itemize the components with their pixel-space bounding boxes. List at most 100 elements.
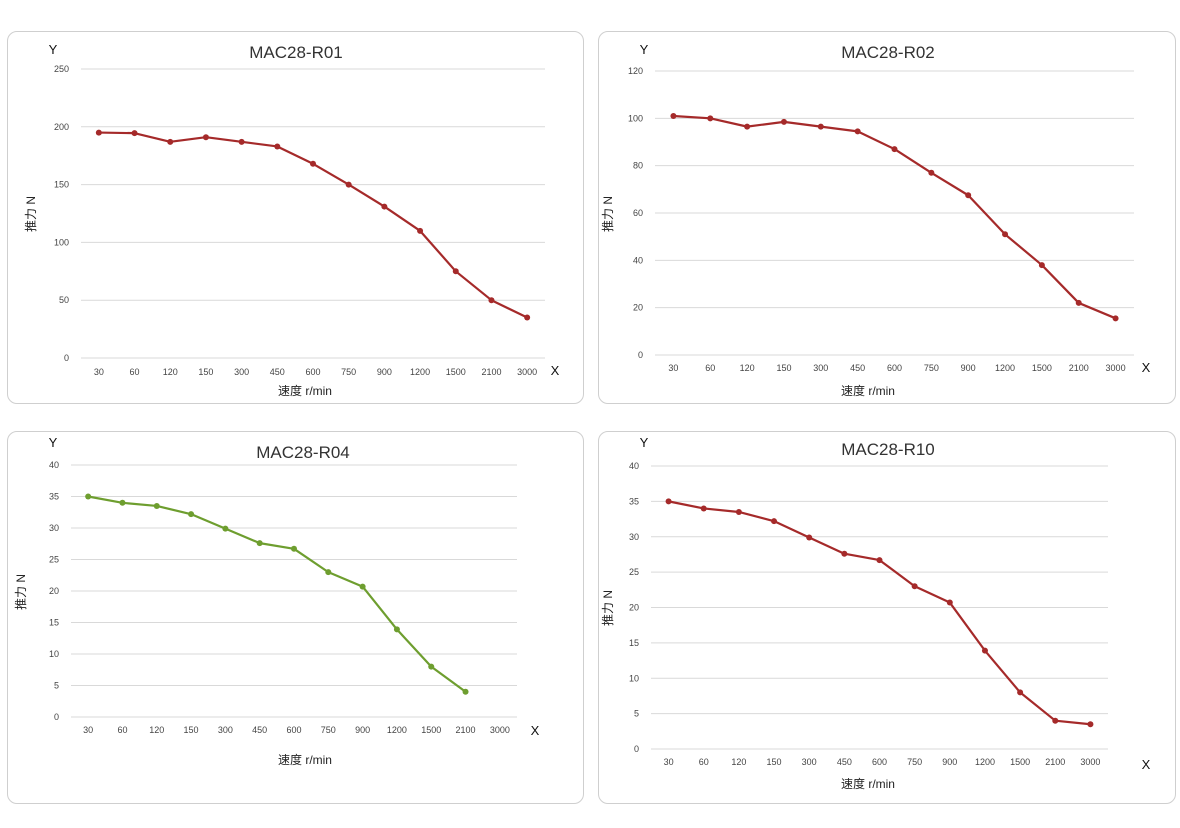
y-axis-letter: Y bbox=[640, 435, 649, 450]
x-tick-label: 300 bbox=[802, 757, 817, 767]
data-point bbox=[911, 583, 918, 590]
y-tick-label: 50 bbox=[59, 295, 69, 305]
data-point bbox=[1052, 717, 1059, 724]
x-tick-label: 900 bbox=[942, 757, 957, 767]
x-tick-label: 600 bbox=[286, 725, 301, 735]
x-tick-label: 120 bbox=[731, 757, 746, 767]
x-tick-label: 600 bbox=[305, 367, 320, 377]
y-tick-label: 200 bbox=[54, 122, 69, 132]
data-point bbox=[381, 203, 388, 210]
x-tick-label: 30 bbox=[668, 363, 678, 373]
chart-title: MAC28-R02 bbox=[841, 43, 935, 62]
y-tick-label: 40 bbox=[629, 461, 639, 471]
data-point bbox=[188, 511, 195, 518]
series-line bbox=[668, 500, 1091, 726]
y-tick-label: 35 bbox=[49, 492, 59, 502]
x-tick-label: 60 bbox=[705, 363, 715, 373]
chart-title: MAC28-R01 bbox=[249, 43, 343, 62]
y-tick-label: 20 bbox=[49, 586, 59, 596]
data-point bbox=[524, 314, 531, 321]
x-tick-label: 750 bbox=[341, 367, 356, 377]
y-tick-label: 80 bbox=[633, 161, 643, 171]
data-point bbox=[1002, 231, 1009, 238]
data-point bbox=[131, 130, 138, 137]
y-tick-label: 0 bbox=[64, 353, 69, 363]
y-tick-label: 10 bbox=[49, 649, 59, 659]
x-tick-label: 60 bbox=[699, 757, 709, 767]
data-point bbox=[780, 118, 787, 125]
x-tick-label: 2100 bbox=[456, 725, 476, 735]
x-tick-label: 30 bbox=[83, 725, 93, 735]
data-point bbox=[325, 569, 332, 576]
x-tick-label: 60 bbox=[117, 725, 127, 735]
x-tick-label: 450 bbox=[252, 725, 267, 735]
chart-panel-mac28-r10: 0 5 10 15 20 25 30 35 40 30 60 120 150 300 450 600 750 90… bbox=[598, 431, 1176, 804]
y-tick-label: 120 bbox=[628, 66, 643, 76]
data-point bbox=[359, 583, 366, 590]
x-tick-label: 120 bbox=[740, 363, 755, 373]
series-line bbox=[98, 131, 528, 319]
x-tick-label: 3000 bbox=[517, 367, 537, 377]
data-point bbox=[670, 112, 677, 119]
chart-svg: 0 50 100 150 200 250 30 60 120 150 300 450 600 750 900… bbox=[24, 42, 560, 398]
series-line bbox=[87, 495, 467, 693]
x-tick-label: 2100 bbox=[481, 367, 501, 377]
data-point bbox=[428, 663, 435, 670]
data-point bbox=[876, 557, 883, 564]
data-point bbox=[274, 143, 281, 150]
y-axis-letter: Y bbox=[640, 42, 649, 57]
y-axis-label: 推力 N bbox=[601, 196, 615, 232]
x-tick-label: 120 bbox=[163, 367, 178, 377]
x-axis-label: 速度 r/min bbox=[278, 383, 332, 398]
y-axis-label: 推力 N bbox=[601, 590, 615, 626]
x-tick-label: 3000 bbox=[490, 725, 510, 735]
x-tick-label: 1200 bbox=[975, 757, 995, 767]
chart-svg: 0 20 40 60 80 100 120 30 60 120 150 300 450 600 750 900… bbox=[601, 42, 1151, 398]
y-tick-label: 250 bbox=[54, 64, 69, 74]
y-tick-label: 15 bbox=[49, 618, 59, 628]
y-tick-label: 35 bbox=[629, 496, 639, 506]
data-point bbox=[771, 518, 778, 525]
x-tick-label: 750 bbox=[924, 363, 939, 373]
x-tick-label: 150 bbox=[198, 367, 213, 377]
data-point bbox=[1038, 262, 1045, 269]
data-point bbox=[153, 502, 160, 509]
data-point bbox=[167, 138, 174, 145]
x-tick-label: 1500 bbox=[421, 725, 441, 735]
x-tick-label: 450 bbox=[270, 367, 285, 377]
data-point bbox=[928, 169, 935, 176]
data-point bbox=[85, 493, 92, 500]
y-tick-label: 10 bbox=[629, 673, 639, 683]
x-tick-label: 3000 bbox=[1106, 363, 1126, 373]
x-tick-label: 1500 bbox=[1032, 363, 1052, 373]
data-point bbox=[256, 540, 263, 547]
x-axis-label: 速度 r/min bbox=[841, 383, 895, 398]
x-axis-letter: X bbox=[551, 363, 560, 378]
x-tick-label: 1500 bbox=[446, 367, 466, 377]
y-tick-label: 25 bbox=[629, 567, 639, 577]
x-axis-letter: X bbox=[1142, 360, 1151, 375]
data-point bbox=[222, 525, 229, 532]
x-tick-label: 450 bbox=[850, 363, 865, 373]
y-tick-label: 20 bbox=[633, 303, 643, 313]
data-point bbox=[806, 534, 813, 541]
data-point bbox=[700, 505, 707, 512]
data-point bbox=[665, 498, 672, 505]
x-tick-label: 120 bbox=[149, 725, 164, 735]
x-axis-letter: X bbox=[1142, 757, 1151, 772]
data-point bbox=[119, 499, 126, 506]
y-tick-label: 0 bbox=[634, 744, 639, 754]
data-point bbox=[1087, 721, 1094, 728]
data-point bbox=[310, 160, 316, 167]
data-point bbox=[744, 123, 751, 130]
x-tick-label: 1200 bbox=[387, 725, 407, 735]
chart-title: MAC28-R04 bbox=[256, 443, 350, 462]
chart-panel-mac28-r02: 0 20 40 60 80 100 120 30 60 120 150 300 450 600 750 900… bbox=[598, 31, 1176, 404]
data-point bbox=[95, 129, 102, 136]
x-tick-label: 2100 bbox=[1069, 363, 1089, 373]
data-point bbox=[854, 128, 861, 135]
x-tick-label: 750 bbox=[321, 725, 336, 735]
data-point bbox=[345, 181, 352, 188]
x-tick-label: 900 bbox=[377, 367, 392, 377]
y-axis-letter: Y bbox=[49, 42, 58, 57]
